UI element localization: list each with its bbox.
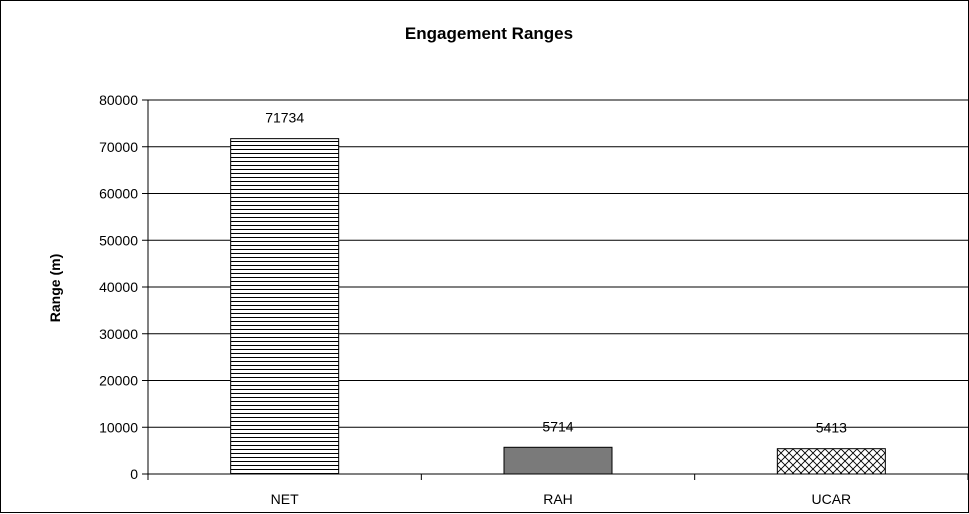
y-tick-label: 70000 — [99, 139, 138, 155]
chart-title: Engagement Ranges — [405, 24, 573, 43]
x-tick-label: NET — [271, 491, 299, 507]
y-tick-label: 50000 — [99, 232, 138, 248]
y-tick-label: 10000 — [99, 419, 138, 435]
y-tick-label: 0 — [130, 466, 138, 482]
x-tick-label: UCAR — [811, 491, 851, 507]
y-tick-label: 20000 — [99, 373, 138, 389]
data-label-net: 71734 — [265, 110, 304, 126]
y-axis-label: Range (m) — [47, 254, 63, 322]
y-tick-label: 60000 — [99, 186, 138, 202]
bar-net — [230, 138, 340, 475]
bar-ucar — [776, 448, 886, 475]
y-tick-label: 30000 — [99, 326, 138, 342]
bar-rah — [503, 446, 613, 475]
data-label-rah: 5714 — [542, 418, 573, 434]
x-tick-label: RAH — [543, 491, 573, 507]
y-tick-label: 80000 — [99, 92, 138, 108]
y-tick-label: 40000 — [99, 279, 138, 295]
data-label-ucar: 5413 — [816, 420, 847, 436]
